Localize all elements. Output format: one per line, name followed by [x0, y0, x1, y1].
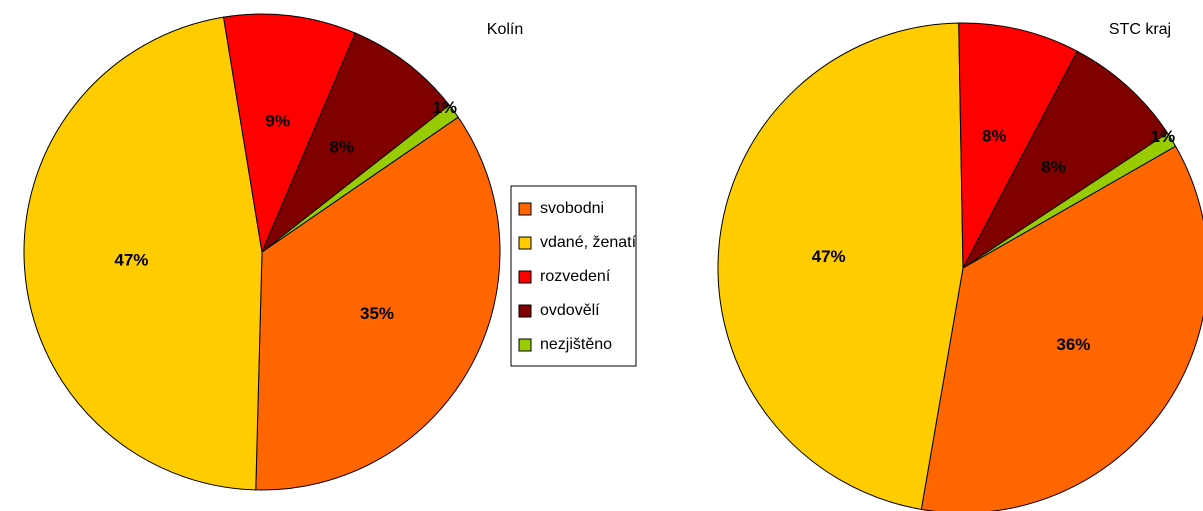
- legend-swatch: [518, 270, 532, 284]
- legend-box: [510, 185, 637, 367]
- data-label: 1%: [432, 98, 457, 117]
- pie-slice: [23, 16, 263, 491]
- pie-slice: [255, 116, 501, 491]
- legend-label: ovdovělí: [540, 302, 600, 319]
- data-label: 8%: [329, 138, 354, 157]
- data-label: 47%: [114, 250, 148, 269]
- legend-label: svobodni: [540, 200, 604, 217]
- chart-title: Kolín: [487, 21, 523, 38]
- legend-label: vdané, ženatí: [540, 234, 637, 251]
- pie-slice: [222, 13, 357, 254]
- data-label: 8%: [1041, 158, 1066, 177]
- legend-label: nezjištěno: [540, 336, 612, 353]
- legend-swatch: [518, 202, 532, 216]
- pie-slice: [958, 22, 1078, 269]
- data-label: 36%: [1056, 335, 1090, 354]
- pie-slice: [962, 132, 1177, 269]
- data-label: 9%: [265, 112, 290, 131]
- pie-slice: [962, 50, 1169, 269]
- data-label: 35%: [360, 304, 394, 323]
- pie-slice: [261, 32, 450, 253]
- pie-slice: [261, 104, 459, 253]
- data-label: 8%: [982, 126, 1007, 145]
- legend-label: rozvedení: [540, 268, 611, 285]
- chart-title: STC kraj: [1109, 21, 1171, 38]
- data-label: 1%: [1151, 127, 1176, 146]
- legend-swatch: [518, 236, 532, 250]
- legend-swatch: [518, 304, 532, 318]
- data-label: 47%: [812, 247, 846, 266]
- legend-swatch: [518, 338, 532, 352]
- pie-slice: [717, 22, 964, 511]
